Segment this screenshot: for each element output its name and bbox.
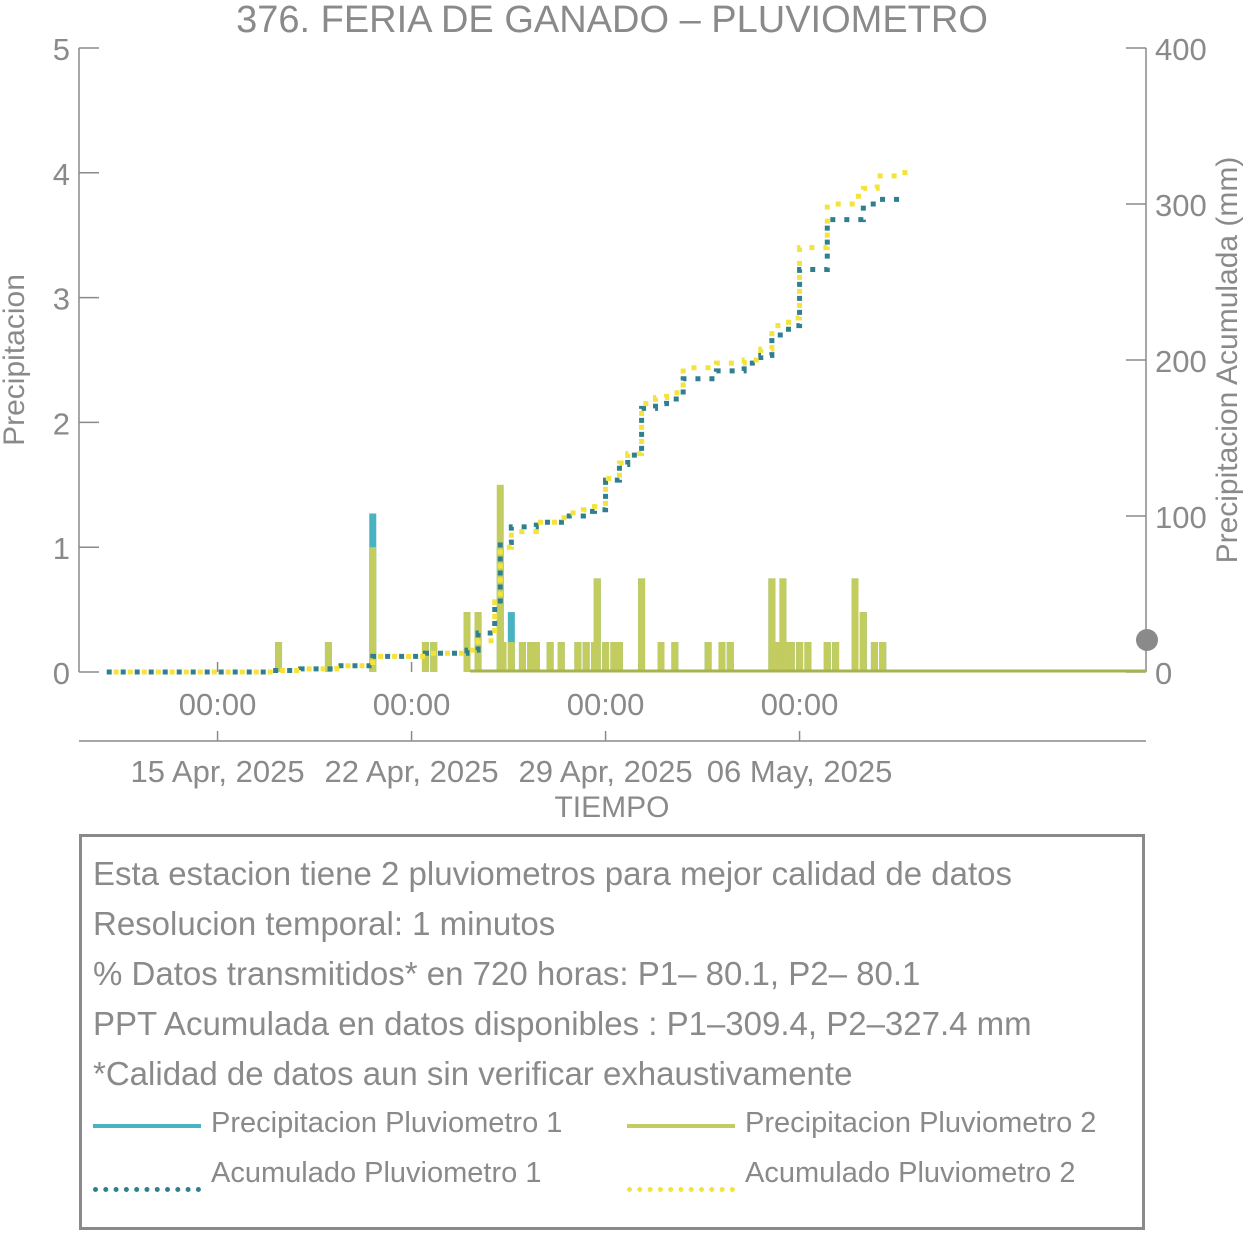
p2-precip-bar <box>532 642 540 672</box>
x-tick-time-label: 00:00 <box>567 687 645 722</box>
x-tick-date-label: 29 Apr, 2025 <box>519 754 693 789</box>
x-tick-date-label: 22 Apr, 2025 <box>325 754 499 789</box>
y2-tick-label: 400 <box>1155 32 1207 67</box>
info-line-accumulated: PPT Acumulada en datos disponibles : P1–… <box>93 1005 1032 1042</box>
p2-precip-bar <box>726 642 734 672</box>
p2-precip-bar <box>275 642 283 672</box>
x-tick-date-label: 06 May, 2025 <box>707 754 893 789</box>
p2-precip-bar <box>610 642 618 672</box>
p2-precip-bar <box>421 642 429 672</box>
x-tick-date-label: 15 Apr, 2025 <box>131 754 305 789</box>
p2-precip-bar <box>718 642 726 672</box>
p2-precip-bar <box>657 642 665 672</box>
y-tick-label: 4 <box>53 157 70 192</box>
p2-precip-bar <box>704 642 712 672</box>
legend-label-a2: Acumulado Pluviometro 2 <box>745 1157 1076 1189</box>
p2-precip-bar <box>638 578 646 672</box>
p2-precip-bar <box>582 642 590 672</box>
x-axis-label: TIEMPO <box>554 791 669 824</box>
p2-precip-bar <box>768 578 776 672</box>
y-tick-label: 3 <box>53 282 70 317</box>
p2-precip-bar <box>823 642 831 672</box>
p2-precip-bar <box>324 642 332 672</box>
p2-precip-bar <box>804 642 812 672</box>
a2-cumulative-line <box>106 163 908 675</box>
info-line-resolution: Resolucion temporal: 1 minutos <box>93 905 556 942</box>
scroll-marker-dot <box>1136 629 1158 651</box>
p2-precip-bar <box>879 642 887 672</box>
p2-precip-bar <box>557 642 565 672</box>
p2-precip-bar <box>527 642 535 672</box>
p2-precip-bar <box>593 578 601 672</box>
p2-precip-bar <box>859 612 867 672</box>
p2-precip-bar <box>369 547 377 672</box>
a1-cumulative-line <box>106 196 905 675</box>
legend-swatch-p2 <box>627 1124 735 1128</box>
p2-precip-bar <box>851 578 859 672</box>
p2-precip-bar <box>782 642 790 672</box>
p2-precip-bar <box>546 642 554 672</box>
p2-precip-bar <box>518 642 526 672</box>
info-line-quality: *Calidad de datos aun sin verificar exha… <box>93 1055 853 1092</box>
legend-swatch-p1 <box>93 1124 201 1128</box>
y-tick-label: 0 <box>53 656 70 691</box>
p2-precip-bar <box>779 578 787 672</box>
y2-tick-label: 100 <box>1155 500 1207 535</box>
p2-precip-bar <box>507 642 515 672</box>
legend-label-p1: Precipitacion Pluviometro 1 <box>211 1107 563 1139</box>
x-tick-time-label: 00:00 <box>373 687 451 722</box>
p2-precip-bar <box>832 642 840 672</box>
p2-precip-bar <box>602 642 610 672</box>
y2-axis-label: Precipitacion Acumulada (mm) <box>1211 157 1244 564</box>
y2-tick-label: 200 <box>1155 344 1207 379</box>
info-line-stations: Esta estacion tiene 2 pluviometros para … <box>93 855 1013 892</box>
p2-precip-bar <box>499 642 507 672</box>
y-tick-label: 2 <box>53 406 70 441</box>
info-panel: Esta estacion tiene 2 pluviometros para … <box>79 834 1145 1230</box>
p2-precip-bar <box>787 642 795 672</box>
p2-precip-bar <box>870 642 878 672</box>
rain-chart: 376. FERIA DE GANADO – PLUVIOMETRO Preci… <box>0 0 1244 824</box>
x-tick-time-label: 00:00 <box>179 687 257 722</box>
y2-tick-label: 300 <box>1155 188 1207 223</box>
y-tick-label: 1 <box>53 531 70 566</box>
p2-precip-bar <box>574 642 582 672</box>
p2-precip-bar <box>796 642 804 672</box>
y2-tick-label: 0 <box>1155 656 1172 691</box>
p2-precip-bar <box>671 642 679 672</box>
info-line-transmitted: % Datos transmitidos* en 720 horas: P1– … <box>93 955 921 992</box>
legend-label-a1: Acumulado Pluviometro 1 <box>211 1157 542 1189</box>
p2-precip-bar <box>773 642 781 672</box>
y-tick-label: 5 <box>53 32 70 67</box>
p2-precip-bar <box>430 642 438 672</box>
x-tick-time-label: 00:00 <box>761 687 839 722</box>
legend-label-p2: Precipitacion Pluviometro 2 <box>745 1107 1097 1139</box>
chart-title: 376. FERIA DE GANADO – PLUVIOMETRO <box>236 0 988 41</box>
y-axis-label: Precipitacion <box>0 274 31 446</box>
legend-swatch-a1 <box>93 1187 201 1192</box>
legend-swatch-a2 <box>627 1187 735 1192</box>
p2-precip-bar <box>615 642 623 672</box>
p2-precip-bar <box>463 612 471 672</box>
